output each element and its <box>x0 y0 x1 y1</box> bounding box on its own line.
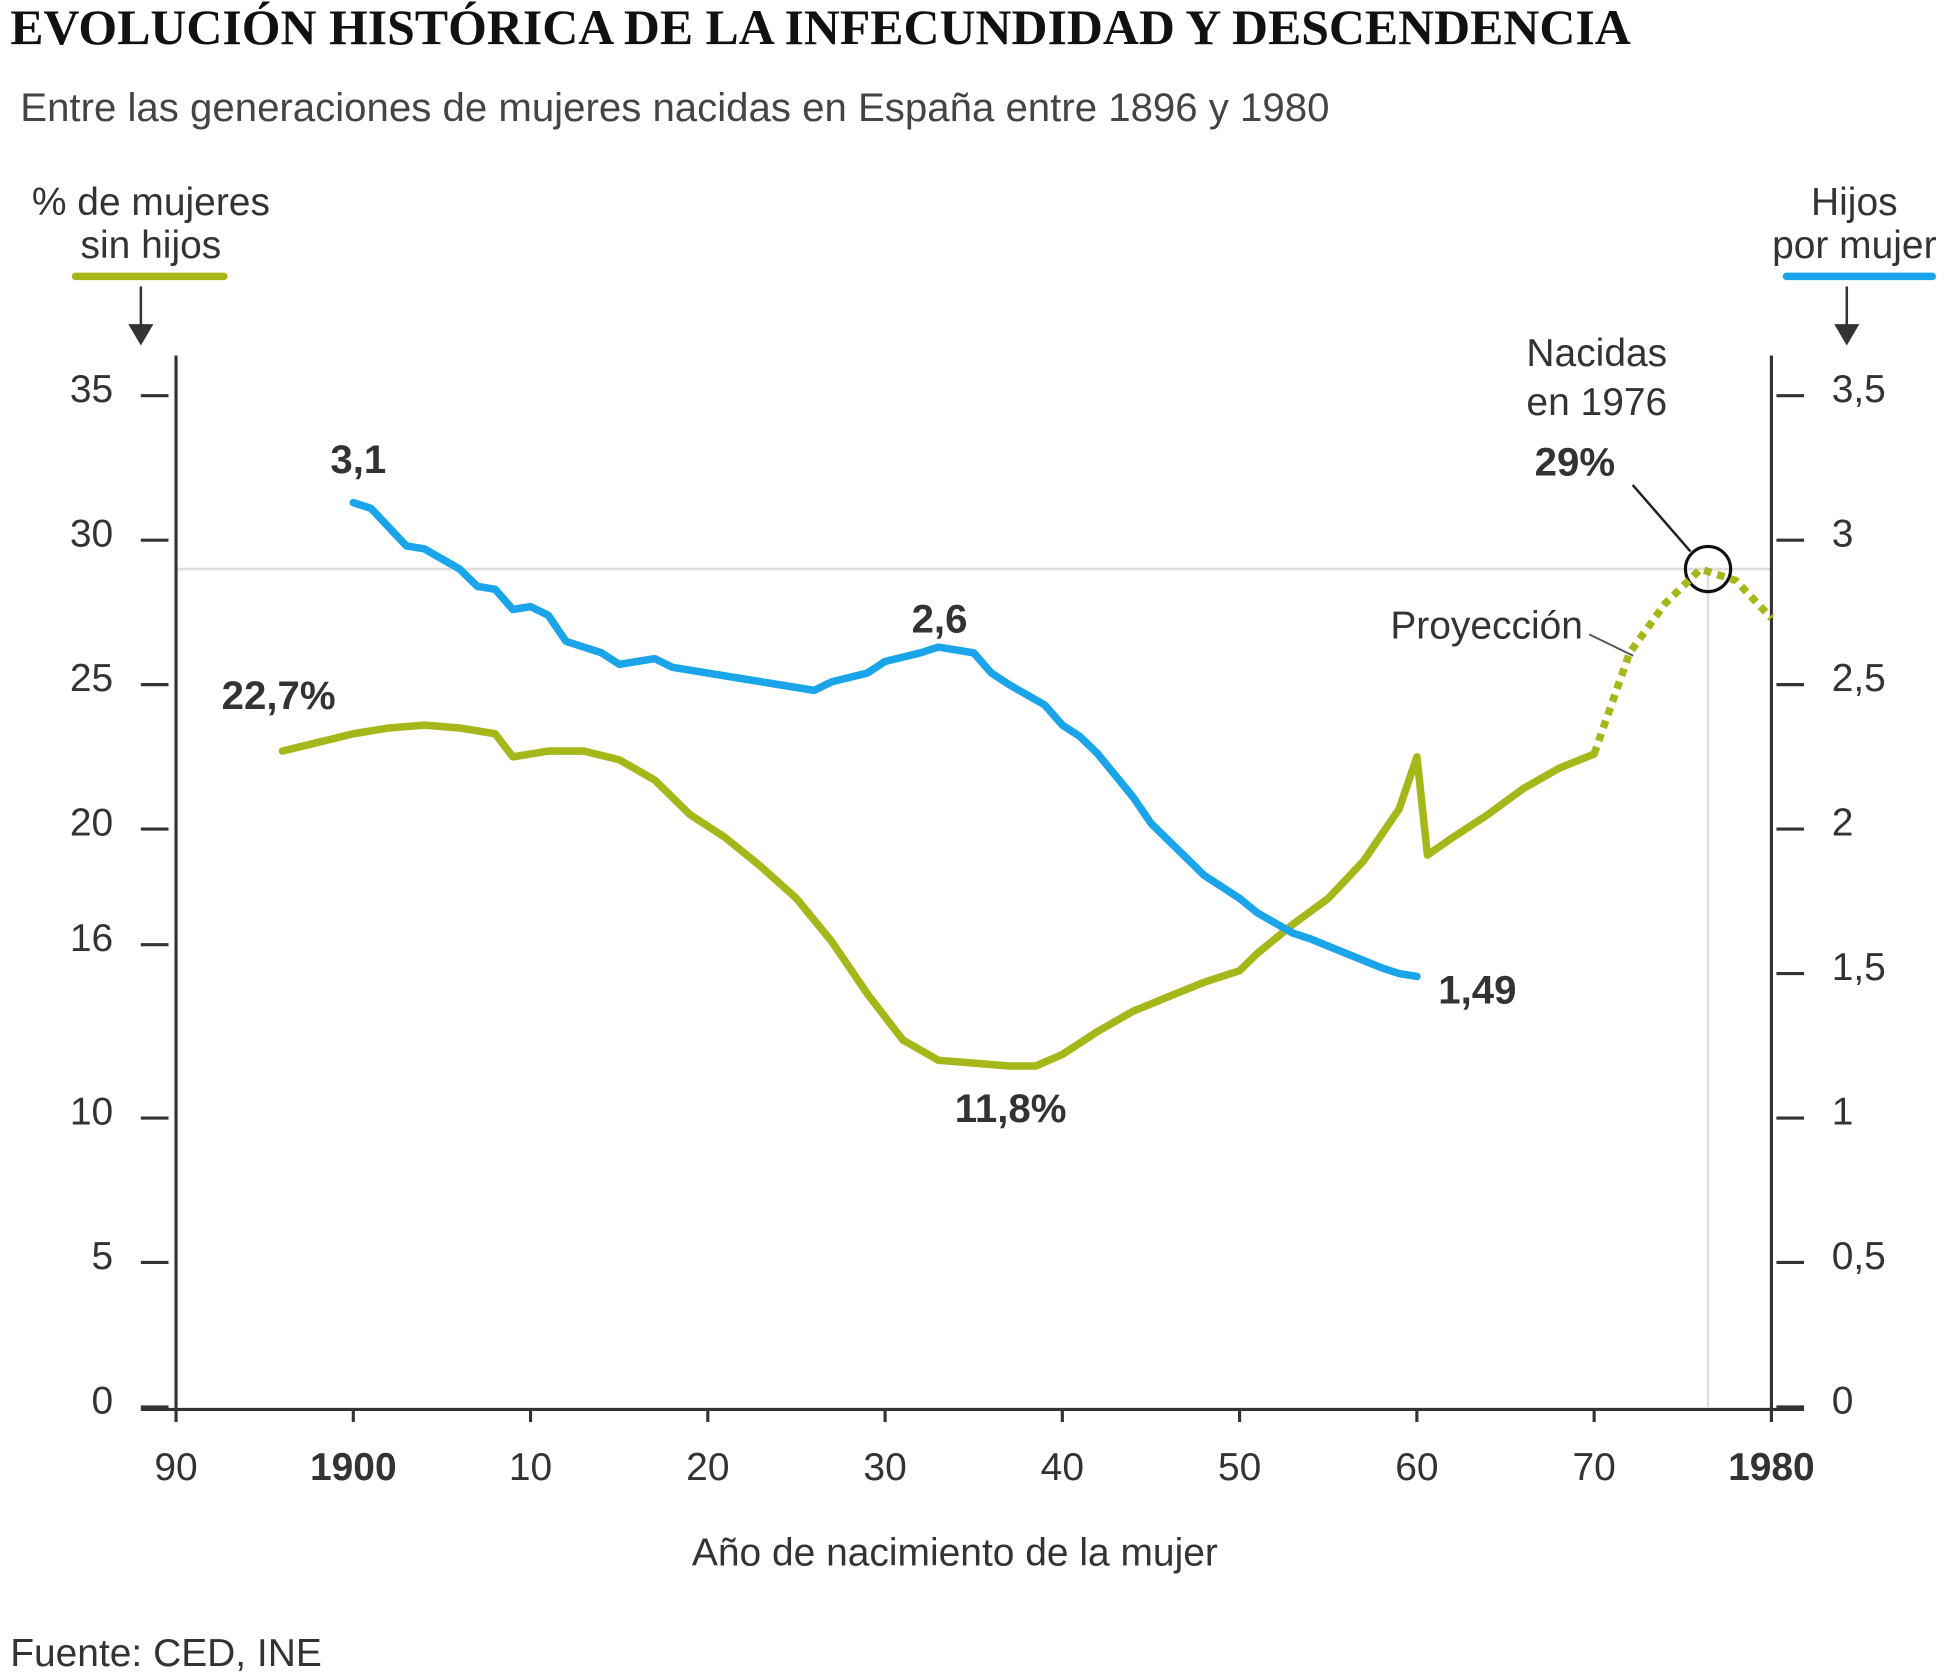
x-tick-label: 1980 <box>1728 1446 1815 1489</box>
y-axis-label: sin hijos <box>81 224 222 267</box>
y2-tick-label: 3,5 <box>1832 368 1886 411</box>
x-tick-label: 90 <box>154 1446 197 1489</box>
highlight-circle <box>1683 544 1733 594</box>
data-label: 3,1 <box>330 437 386 482</box>
x-tick-label: 50 <box>1218 1446 1261 1489</box>
y-axis-label: % de mujeres <box>32 181 270 224</box>
x-tick-label: 70 <box>1572 1446 1615 1489</box>
y2-axis-label: por mujer <box>1772 224 1936 267</box>
y2-tick-label: 3 <box>1832 513 1854 556</box>
x-tick-label: 40 <box>1041 1446 1084 1489</box>
chart-title: EVOLUCIÓN HISTÓRICA DE LA INFECUNDIDAD Y… <box>10 0 1630 55</box>
source: Fuente: CED, INE <box>10 1632 322 1672</box>
data-label: 2,6 <box>912 597 968 642</box>
y-tick-label: 25 <box>70 657 113 700</box>
y2-tick-label: 0,5 <box>1832 1235 1886 1278</box>
y-tick-label: 30 <box>70 513 113 556</box>
y-tick-label: 5 <box>92 1235 114 1278</box>
y2-tick-label: 2,5 <box>1832 657 1886 700</box>
y-tick-label: 16 <box>70 917 113 960</box>
axis-arrows <box>128 286 1860 346</box>
series-line <box>349 498 1421 981</box>
annotation-leader <box>1631 484 1692 553</box>
data-label: 22,7% <box>222 673 336 718</box>
x-tick-label: 60 <box>1395 1446 1438 1489</box>
data-label: 29% <box>1535 439 1615 484</box>
y-tick-label: 35 <box>70 368 113 411</box>
series-label: Proyección <box>1390 604 1583 647</box>
y2-axis-label: Hijos <box>1811 181 1898 224</box>
x-tick-label: 30 <box>863 1446 906 1489</box>
x-tick-label: 20 <box>686 1446 729 1489</box>
data-label: 1,49 <box>1438 967 1516 1012</box>
y-tick-label: 10 <box>70 1091 113 1134</box>
x-tick-label: 1900 <box>310 1446 397 1489</box>
annotation: en 1976 <box>1526 381 1667 424</box>
series-line <box>278 721 1598 1070</box>
annotation-leader <box>1588 633 1634 657</box>
y2-tick-label: 1,5 <box>1832 946 1886 989</box>
x-axis-label: Año de nacimiento de la mujer <box>692 1531 1218 1574</box>
y2-tick-label: 0 <box>1832 1379 1854 1422</box>
chart-subtitle: Entre las generaciones de mujeres nacida… <box>20 85 1329 130</box>
x-tick-label: 10 <box>509 1446 552 1489</box>
y2-tick-label: 2 <box>1832 802 1854 845</box>
y-tick-label: 0 <box>92 1379 114 1422</box>
y-tick-label: 20 <box>70 802 113 845</box>
y2-tick-label: 1 <box>1832 1091 1854 1134</box>
annotation: Nacidas <box>1526 332 1667 375</box>
data-label: 11,8% <box>955 1086 1067 1131</box>
series-line <box>1590 565 1775 756</box>
